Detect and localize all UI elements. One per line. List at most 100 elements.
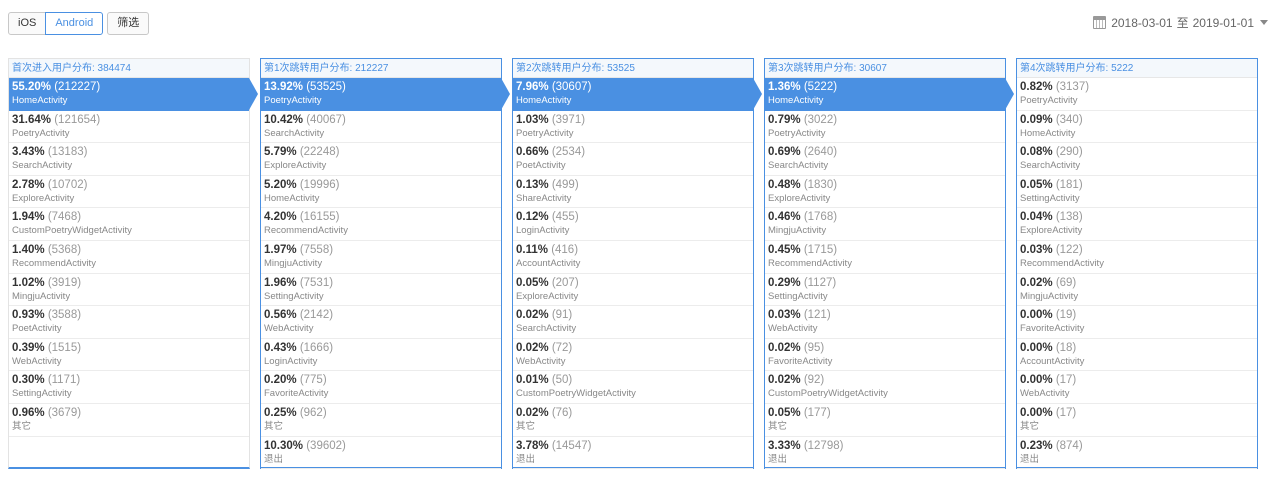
- flow-row[interactable]: 1.96% (7531) SettingActivity: [261, 274, 501, 307]
- flow-row[interactable]: 13.92% (53525) PoetryActivity: [261, 78, 510, 111]
- row-count: (3137): [1055, 81, 1090, 93]
- row-count: (92): [803, 374, 825, 387]
- flow-row[interactable]: 0.02% (76) 其它: [513, 404, 753, 437]
- flow-row[interactable]: 0.43% (1666) LoginActivity: [261, 339, 501, 372]
- flow-row[interactable]: 0.01% (50) CustomPoetryWidgetActivity: [513, 371, 753, 404]
- row-percent: 2.78%: [12, 178, 45, 191]
- row-count: (455): [551, 211, 579, 224]
- flow-row[interactable]: 31.64% (121654) PoetryActivity: [9, 111, 249, 144]
- row-activity-name: SearchActivity: [1020, 160, 1081, 172]
- flow-column-3: 第3次跳转用户分布: 30607 1.36% (5222) HomeActivity…: [764, 58, 1014, 470]
- flow-row[interactable]: 1.40% (5368) RecommendActivity: [9, 241, 249, 274]
- flow-row[interactable]: 0.02% (95) FavoriteActivity: [765, 339, 1005, 372]
- row-activity-name: HomeActivity: [1020, 127, 1076, 139]
- flow-row[interactable]: 0.13% (499) ShareActivity: [513, 176, 753, 209]
- flow-row[interactable]: 0.48% (1830) ExploreActivity: [765, 176, 1005, 209]
- flow-row[interactable]: 1.36% (5222) HomeActivity: [765, 78, 1014, 111]
- flow-row[interactable]: 0.02% (69) MingjuActivity: [1017, 274, 1257, 307]
- flow-row[interactable]: 0.30% (1171) SettingActivity: [9, 371, 249, 404]
- row-stats: 0.45% (1715): [768, 243, 1002, 258]
- row-percent: 31.64%: [12, 113, 52, 126]
- flow-row[interactable]: 0.05% (177) 其它: [765, 404, 1005, 437]
- row-activity-name: PoetryActivity: [264, 95, 322, 106]
- flow-column-4: 第4次跳转用户分布: 5222 0.82% (3137) PoetryActivit…: [1016, 58, 1258, 470]
- flow-row[interactable]: 0.96% (3679) 其它: [9, 404, 249, 437]
- row-activity-name: RecommendActivity: [768, 257, 852, 269]
- flow-row[interactable]: 7.96% (30607) HomeActivity: [513, 78, 762, 111]
- row-percent: 0.02%: [1020, 276, 1053, 289]
- row-stats: 2.78% (10702): [12, 178, 246, 193]
- flow-row[interactable]: 1.97% (7558) MingjuActivity: [261, 241, 501, 274]
- flow-row[interactable]: 0.46% (1768) MingjuActivity: [765, 208, 1005, 241]
- flow-row[interactable]: 0.09% (340) HomeActivity: [1017, 111, 1257, 144]
- flow-row[interactable]: 0.08% (290) SearchActivity: [1017, 143, 1257, 176]
- row-count: (7531): [299, 276, 334, 289]
- row-count: (1715): [803, 243, 838, 256]
- flow-row[interactable]: 3.43% (13183) SearchActivity: [9, 143, 249, 176]
- flow-row[interactable]: 4.20% (16155) RecommendActivity: [261, 208, 501, 241]
- row-stats: 1.02% (3919): [12, 276, 246, 291]
- flow-row[interactable]: 1.02% (3919) MingjuActivity: [9, 274, 249, 307]
- flow-row[interactable]: 3.33% (12798) 退出: [765, 437, 1005, 470]
- flow-row[interactable]: 0.56% (2142) WebActivity: [261, 306, 501, 339]
- row-percent: 0.02%: [516, 406, 549, 419]
- row-percent: 5.79%: [264, 146, 297, 159]
- filter-button[interactable]: 筛选: [107, 12, 150, 35]
- row-stats: 10.42% (40067): [264, 113, 498, 128]
- flow-row[interactable]: 3.78% (14547) 退出: [513, 437, 753, 470]
- flow-row[interactable]: 0.45% (1715) RecommendActivity: [765, 241, 1005, 274]
- row-count: (2640): [803, 146, 838, 159]
- flow-row[interactable]: 0.03% (121) WebActivity: [765, 306, 1005, 339]
- row-count: (76): [551, 406, 573, 419]
- flow-row[interactable]: 5.20% (19996) HomeActivity: [261, 176, 501, 209]
- row-count: (138): [1055, 211, 1083, 224]
- flow-row[interactable]: 0.04% (138) ExploreActivity: [1017, 208, 1257, 241]
- row-stats: 0.20% (775): [264, 373, 498, 388]
- flow-row[interactable]: 0.00% (17) 其它: [1017, 404, 1257, 437]
- flow-row[interactable]: 0.23% (874) 退出: [1017, 437, 1257, 470]
- flow-row[interactable]: 1.94% (7468) CustomPoetryWidgetActivity: [9, 208, 249, 241]
- platform-android-button[interactable]: Android: [45, 12, 104, 35]
- row-stats: 0.11% (416): [516, 243, 750, 258]
- flow-row[interactable]: 0.79% (3022) PoetryActivity: [765, 111, 1005, 144]
- flow-row[interactable]: 0.05% (207) ExploreActivity: [513, 274, 753, 307]
- flow-row[interactable]: 0.02% (72) WebActivity: [513, 339, 753, 372]
- platform-ios-button[interactable]: iOS: [8, 12, 47, 35]
- row-percent: 0.20%: [264, 374, 297, 387]
- date-range-picker[interactable]: 2018-03-01 至 2019-01-01: [1093, 14, 1268, 31]
- flow-row[interactable]: 2.78% (10702) ExploreActivity: [9, 176, 249, 209]
- row-activity-name: PoetryActivity: [516, 127, 574, 139]
- flow-row[interactable]: 0.29% (1127) SettingActivity: [765, 274, 1005, 307]
- row-percent: 0.00%: [1020, 341, 1053, 354]
- flow-row[interactable]: 55.20% (212227) HomeActivity: [9, 78, 258, 111]
- flow-row[interactable]: 0.66% (2534) PoetActivity: [513, 143, 753, 176]
- flow-row[interactable]: 0.69% (2640) SearchActivity: [765, 143, 1005, 176]
- row-count: (3679): [47, 406, 82, 419]
- flow-row[interactable]: 0.11% (416) AccountActivity: [513, 241, 753, 274]
- row-percent: 3.78%: [516, 439, 549, 452]
- flow-row[interactable]: 0.20% (775) FavoriteActivity: [261, 371, 501, 404]
- row-percent: 0.11%: [516, 243, 548, 256]
- row-percent: 0.00%: [1020, 374, 1053, 387]
- flow-row[interactable]: 0.25% (962) 其它: [261, 404, 501, 437]
- flow-row[interactable]: 0.05% (181) SettingActivity: [1017, 176, 1257, 209]
- flow-row[interactable]: 5.79% (22248) ExploreActivity: [261, 143, 501, 176]
- flow-row[interactable]: 0.02% (91) SearchActivity: [513, 306, 753, 339]
- row-count: (16155): [299, 211, 340, 224]
- flow-row[interactable]: 0.00% (18) AccountActivity: [1017, 339, 1257, 372]
- row-activity-name: HomeActivity: [12, 95, 68, 106]
- flow-row[interactable]: 0.39% (1515) WebActivity: [9, 339, 249, 372]
- flow-row[interactable]: 0.00% (19) FavoriteActivity: [1017, 306, 1257, 339]
- flow-row[interactable]: 1.03% (3971) PoetryActivity: [513, 111, 753, 144]
- flow-row[interactable]: 10.42% (40067) SearchActivity: [261, 111, 501, 144]
- flow-row[interactable]: 0.82% (3137) PoetryActivity: [1017, 78, 1257, 111]
- flow-row[interactable]: 0.12% (455) LoginActivity: [513, 208, 753, 241]
- flow-row[interactable]: 0.00% (17) WebActivity: [1017, 371, 1257, 404]
- row-activity-name: WebActivity: [516, 355, 566, 367]
- row-activity-name: 其它: [768, 420, 788, 432]
- row-count: (2534): [551, 146, 586, 159]
- flow-row[interactable]: 0.93% (3588) PoetActivity: [9, 306, 249, 339]
- flow-row[interactable]: 10.30% (39602) 退出: [261, 437, 501, 470]
- flow-row[interactable]: 0.03% (122) RecommendActivity: [1017, 241, 1257, 274]
- flow-row[interactable]: 0.02% (92) CustomPoetryWidgetActivity: [765, 371, 1005, 404]
